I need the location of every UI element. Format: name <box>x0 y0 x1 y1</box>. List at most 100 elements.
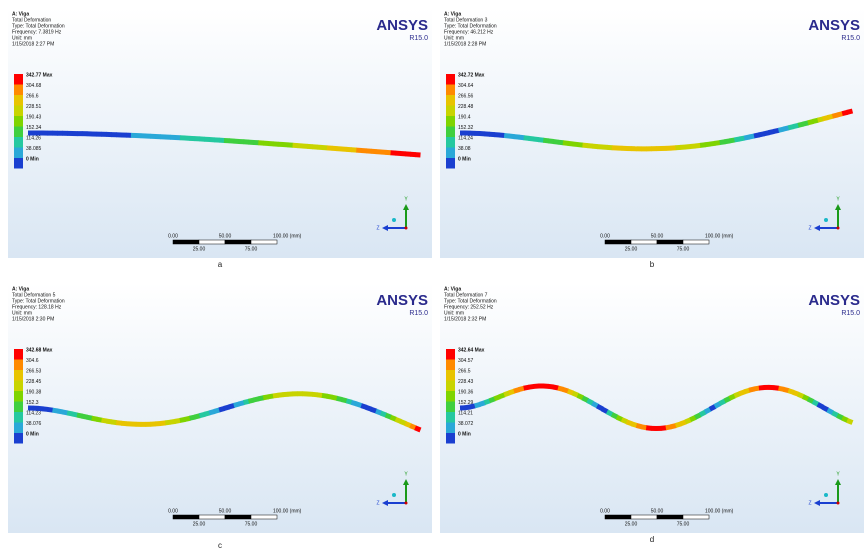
beam-segment <box>744 390 749 392</box>
beam-segment <box>587 400 592 403</box>
legend-label: 304.64 <box>458 83 474 89</box>
legend-swatch <box>14 381 23 392</box>
beam-segment <box>641 427 646 428</box>
version: R15.0 <box>409 35 428 42</box>
legend-label: 304.68 <box>26 83 42 89</box>
beam-segment <box>475 404 480 405</box>
beam-segment <box>847 111 852 112</box>
beam-segment <box>53 410 58 411</box>
scale-label: 100.00 (mm) <box>705 508 734 514</box>
beam-segment <box>258 398 263 399</box>
legend-label: 38.072 <box>458 421 474 427</box>
beam-segment <box>837 416 842 419</box>
beam-segment <box>764 133 769 134</box>
scale-label: 75.00 <box>677 246 690 252</box>
legend-swatch <box>14 349 23 360</box>
beam-segment <box>116 423 121 424</box>
beam-segment <box>749 136 754 137</box>
beam-segment <box>749 389 754 390</box>
beam-segment <box>529 386 534 387</box>
beam-segment <box>700 145 705 146</box>
beam-segment <box>351 402 356 404</box>
beam-segment <box>813 402 818 405</box>
legend-swatch <box>446 381 455 392</box>
beam-segment <box>347 401 352 402</box>
axis-label: Z <box>808 225 811 231</box>
legend-label: 0 Min <box>458 431 471 437</box>
legend-label: 190.38 <box>26 389 42 395</box>
beam-segment <box>253 399 258 400</box>
beam-segment <box>77 415 82 416</box>
beam-segment <box>832 115 837 116</box>
legend-label: 266.53 <box>26 368 42 374</box>
legend-label: 304.57 <box>458 358 474 364</box>
beam-segment <box>842 112 847 113</box>
legend-label: 0 Min <box>458 156 471 162</box>
version: R15.0 <box>409 310 428 317</box>
legend-swatch <box>446 116 455 127</box>
beam-segment <box>514 390 519 392</box>
beam-segment <box>754 388 759 389</box>
beam-segment <box>832 413 837 416</box>
beam-segment <box>612 415 617 418</box>
beam-segment <box>671 426 676 427</box>
scale-label: 25.00 <box>193 521 206 527</box>
scale-block <box>173 515 199 519</box>
version: R15.0 <box>841 310 860 317</box>
beam-segment <box>494 397 499 399</box>
legend-swatch <box>446 148 455 159</box>
legend-swatch <box>14 412 23 423</box>
beam-segment <box>62 412 67 413</box>
beam-segment <box>219 408 224 410</box>
beam-segment <box>43 409 48 410</box>
beam-segment <box>695 415 700 418</box>
beam-segment <box>366 407 371 409</box>
legend-swatch <box>14 370 23 381</box>
beam-segment <box>209 411 214 412</box>
beam-segment <box>803 123 808 124</box>
beam-segment <box>386 415 391 417</box>
legend-swatch <box>14 402 23 413</box>
beam-segment <box>249 400 254 401</box>
beam-segment <box>847 420 852 422</box>
scale-block <box>683 515 709 519</box>
beam-segment <box>788 127 793 128</box>
beam-segment <box>553 387 558 388</box>
beam-segment <box>666 427 671 428</box>
legend-swatch <box>446 433 455 444</box>
background <box>440 283 864 533</box>
legend-label: 228.45 <box>26 379 42 385</box>
legend-swatch <box>14 158 23 169</box>
beam-segment <box>788 391 793 393</box>
beam-segment <box>700 412 705 415</box>
beam-segment <box>97 419 102 420</box>
beam-segment <box>67 413 72 414</box>
beam-segment <box>774 388 779 389</box>
scale-label: 0.00 <box>168 233 178 239</box>
beam-segment <box>720 401 725 404</box>
beam-segment <box>783 389 788 390</box>
beam-segment <box>661 428 666 429</box>
beam-segment <box>185 418 190 419</box>
beam-segment <box>734 139 739 140</box>
beam-segment <box>548 386 553 387</box>
legend-swatch <box>446 423 455 434</box>
legend-label: 190.36 <box>458 389 474 395</box>
beam-segment <box>739 392 744 394</box>
scale-block <box>225 240 251 244</box>
beam-segment <box>710 143 715 144</box>
legend-swatch <box>446 85 455 96</box>
header-line: 1/15/2018 2:27 PM <box>12 41 54 47</box>
legend-swatch <box>446 391 455 402</box>
legend-label: 304.6 <box>26 358 39 364</box>
beam-segment <box>563 143 568 144</box>
legend-swatch <box>446 412 455 423</box>
beam-segment <box>371 409 376 411</box>
beam-segment <box>229 405 234 406</box>
beam-segment <box>607 412 612 415</box>
origin <box>837 502 840 505</box>
beam-segment <box>695 145 700 146</box>
beam-segment <box>342 400 347 401</box>
